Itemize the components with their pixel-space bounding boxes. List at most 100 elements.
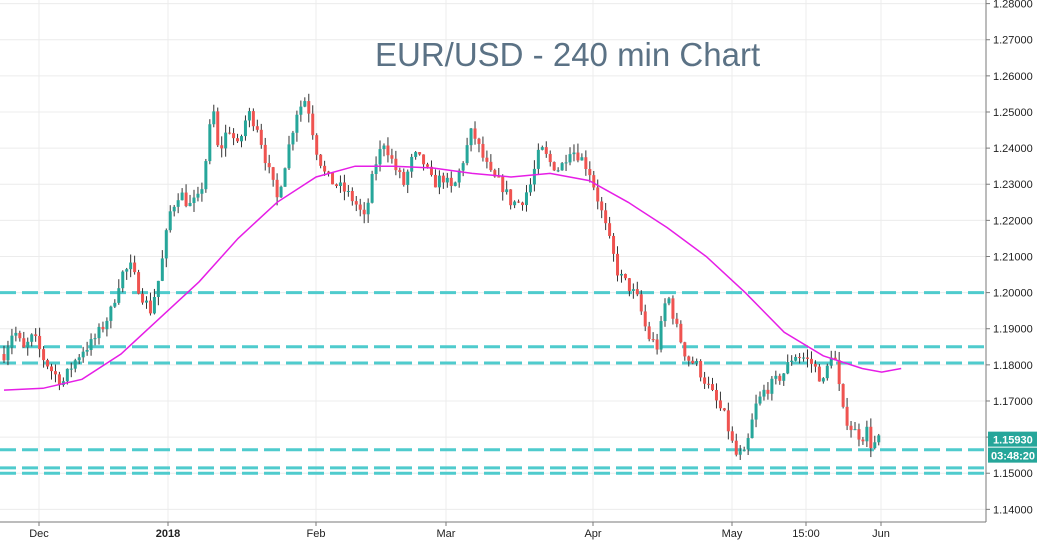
candle-body [85, 350, 89, 352]
current-price-box [988, 431, 1037, 447]
candle-body [65, 368, 69, 382]
candle-body [580, 157, 584, 161]
candle-body [572, 152, 576, 155]
candle-body [196, 193, 200, 198]
candle-body [362, 209, 366, 215]
candle-body [350, 191, 354, 202]
candle-body [129, 262, 133, 270]
x-tick-label: Feb [307, 528, 326, 540]
candle-body [184, 192, 188, 207]
candle-body [714, 389, 718, 401]
candle-body [53, 371, 57, 375]
candle-body [762, 389, 766, 397]
candle-body [406, 171, 410, 185]
y-tick-label: 1.25000 [993, 107, 1033, 119]
candle-body [841, 384, 845, 407]
candle-body [457, 170, 461, 183]
candle-body [382, 145, 386, 150]
candle-body [655, 339, 659, 350]
candle-body [426, 164, 430, 167]
candle-body [627, 278, 631, 292]
candle-body [34, 334, 38, 336]
candle-body [133, 262, 137, 273]
y-tick-label: 1.27000 [993, 35, 1033, 47]
candle-body [564, 162, 568, 164]
candle-body [544, 147, 548, 154]
candle-body [746, 438, 750, 450]
grid-layer [0, 0, 986, 522]
candle-body [560, 163, 564, 171]
candle-body [279, 186, 283, 198]
candle-body [623, 273, 627, 279]
candle-body [69, 368, 73, 370]
candle-body [117, 288, 121, 303]
candle-body [394, 158, 398, 171]
candle-body [711, 384, 715, 390]
candle-body [588, 169, 592, 176]
candle-body [77, 357, 81, 361]
candle-body [152, 296, 156, 314]
candle-body [334, 184, 338, 186]
y-tick-label: 1.28000 [993, 0, 1033, 11]
candle-body [687, 356, 691, 361]
candle-body [770, 378, 774, 394]
candle-body [592, 175, 596, 188]
candle-body [861, 439, 865, 442]
candle-body [89, 339, 93, 351]
candle-body [307, 101, 311, 114]
y-tick-label: 1.19000 [993, 324, 1033, 336]
moving-average-line [3, 165, 902, 391]
candle-body [825, 365, 829, 379]
candle-body [473, 128, 477, 139]
candle-body [754, 403, 758, 420]
candle-body [390, 155, 394, 159]
candle-body [699, 361, 703, 378]
y-tick-label: 1.20000 [993, 288, 1033, 300]
candle-body [208, 124, 212, 162]
candle-body [853, 429, 857, 431]
x-tick-label: Mar [437, 528, 456, 540]
candle-body [287, 144, 291, 169]
candle-body [327, 171, 331, 173]
candle-body [782, 373, 786, 381]
y-tick-label: 1.26000 [993, 71, 1033, 83]
candle-body [671, 298, 675, 319]
candle-body [228, 132, 232, 134]
candle-body [42, 349, 46, 361]
candle-body [513, 201, 517, 206]
candle-body [220, 145, 224, 149]
candle-body [398, 170, 402, 173]
candle-body [109, 306, 113, 321]
candle-body [612, 235, 616, 254]
candle-body [180, 192, 184, 201]
candle-body [386, 145, 390, 156]
candle-body [125, 269, 129, 272]
candle-body [295, 114, 299, 133]
candle-body [236, 138, 240, 142]
candle-body [160, 258, 164, 281]
candle-body [481, 143, 485, 158]
candle-body [695, 361, 699, 364]
candle-body [346, 191, 350, 193]
countdown-box [988, 447, 1037, 463]
candle-body [97, 326, 101, 339]
candle-body [200, 189, 204, 194]
candle-body [212, 111, 216, 125]
candle-body [505, 189, 509, 193]
candle-body [73, 360, 77, 369]
candle-body [667, 298, 671, 304]
candle-body [18, 332, 22, 339]
candle-body [342, 182, 346, 192]
candle-body [596, 187, 600, 202]
candle-body [675, 318, 679, 324]
candle-body [616, 253, 620, 276]
candle-body [243, 120, 247, 137]
moving-average-layer [3, 165, 902, 391]
x-tick-label: Dec [29, 528, 49, 540]
candle-body [414, 152, 418, 157]
candle-body [239, 136, 243, 142]
candle-body [331, 172, 335, 185]
candle-body [148, 300, 152, 314]
candle-body [14, 332, 18, 336]
